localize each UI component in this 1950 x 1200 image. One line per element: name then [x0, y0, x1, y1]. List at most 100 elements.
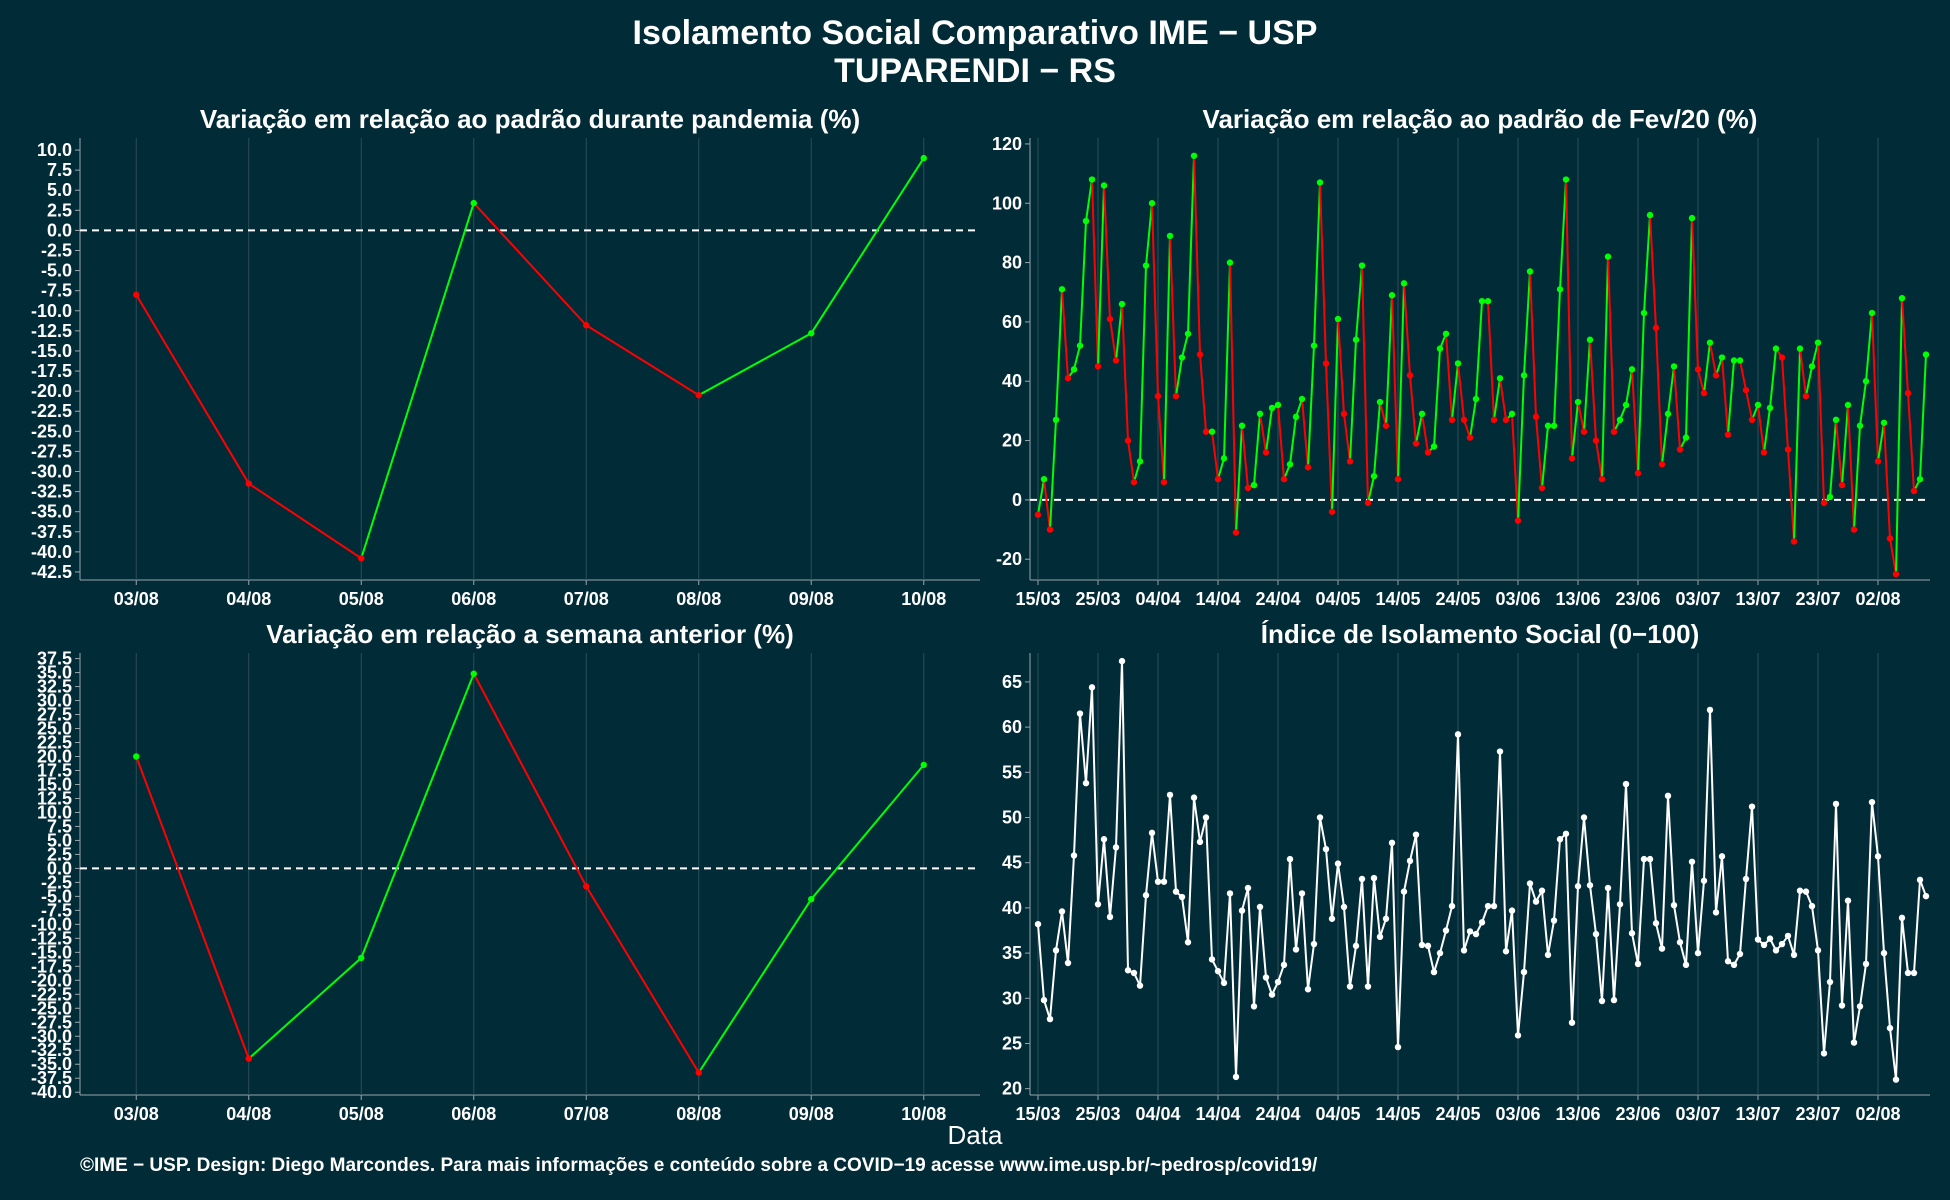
data-point	[1292, 946, 1300, 953]
data-point	[1112, 844, 1120, 851]
data-point	[920, 154, 927, 162]
data-point	[1706, 339, 1714, 346]
series-segment	[1205, 817, 1213, 960]
data-point	[358, 954, 365, 962]
data-point	[1790, 538, 1798, 545]
series-segment	[697, 898, 813, 1074]
series-segment	[1307, 345, 1315, 468]
y-tick-label: 7.5	[47, 160, 72, 180]
x-tick-label: 04/05	[1315, 1104, 1360, 1124]
y-tick-label: 60	[1002, 717, 1022, 737]
panel-4: Índice de Isolamento Social (0−100) 65 60 5…	[1002, 619, 1930, 1124]
series-segment	[1259, 413, 1267, 453]
data-point	[1172, 888, 1180, 895]
data-point	[1424, 449, 1432, 456]
data-point	[1184, 330, 1192, 337]
series-segment	[1871, 802, 1879, 857]
data-point	[1694, 949, 1702, 957]
data-point	[1610, 428, 1618, 435]
series-segment	[1889, 538, 1897, 575]
y-tick-label: 20.0	[37, 747, 72, 767]
x-tick-label: 13/06	[1555, 589, 1600, 609]
series-segment	[1595, 934, 1603, 1002]
data-point	[1562, 176, 1570, 183]
footer-credit: ©IME − USP. Design: Diego Marcondes. Par…	[80, 1155, 1318, 1176]
data-point	[1352, 336, 1360, 343]
series-segment	[1283, 859, 1291, 965]
series-segment	[1799, 348, 1807, 397]
data-point	[1076, 342, 1084, 349]
series-segment	[1349, 945, 1357, 987]
x-tick-label: 14/05	[1375, 589, 1420, 609]
x-tick-label: 02/08	[1855, 589, 1900, 609]
data-point	[1808, 363, 1816, 370]
series-segment	[1901, 917, 1909, 974]
y-tick-label: 60	[1002, 312, 1022, 332]
series-segment	[1223, 893, 1231, 983]
x-tick-label: 10/08	[901, 1104, 946, 1124]
x-tick-label: 04/08	[226, 589, 271, 609]
series-segment	[1223, 262, 1231, 459]
data-point	[1526, 880, 1534, 887]
data-point	[1730, 961, 1738, 969]
data-point	[1526, 268, 1534, 275]
y-tick-label: -17.5	[31, 956, 72, 976]
x-tick-label: 03/06	[1495, 589, 1540, 609]
series-segment	[1259, 906, 1267, 978]
series-segment	[1301, 398, 1309, 468]
data-point	[1484, 902, 1492, 910]
x-tick-label: 05/08	[339, 1104, 384, 1124]
data-point	[1406, 857, 1414, 865]
series-segment	[1577, 401, 1585, 432]
data-point	[1622, 401, 1630, 409]
data-point	[1208, 428, 1216, 435]
y-tick-label: -25.0	[31, 421, 72, 441]
series-segment	[1247, 887, 1255, 1007]
series-segment	[1433, 952, 1441, 973]
series-segment	[1883, 953, 1891, 1029]
series-segment	[1151, 832, 1159, 882]
data-point	[1244, 484, 1252, 492]
series-segment	[1517, 971, 1525, 1036]
data-point	[1352, 942, 1360, 950]
series-segment	[1643, 215, 1651, 314]
x-tick-label: 08/08	[676, 589, 721, 609]
data-point	[1802, 888, 1810, 895]
series-segment	[1385, 842, 1393, 919]
data-point	[1502, 948, 1510, 955]
x-tick-label: 24/05	[1435, 1104, 1480, 1124]
series-segment	[1475, 301, 1483, 400]
series-segment	[1319, 817, 1327, 850]
x-tick-label: 04/04	[1135, 589, 1180, 609]
series-segment	[1823, 981, 1831, 1054]
data-point	[1850, 526, 1858, 533]
series-segment	[1865, 802, 1873, 964]
series-segment	[1571, 401, 1579, 459]
y-tick-label: 30	[1002, 988, 1022, 1008]
data-point	[1892, 570, 1900, 578]
series-segment	[1199, 817, 1207, 843]
series-segment	[1337, 863, 1345, 908]
data-point	[1250, 1003, 1258, 1010]
data-point	[1736, 950, 1744, 958]
series-segment	[1667, 795, 1675, 906]
series-segment	[1787, 449, 1795, 542]
data-point	[1172, 392, 1180, 400]
y-tick-label: -7.5	[41, 281, 72, 301]
series-segment	[1229, 893, 1237, 1077]
series-segment	[473, 202, 587, 326]
data-point	[1742, 875, 1750, 883]
data-point	[1856, 1003, 1864, 1010]
data-point	[1862, 378, 1870, 385]
series-segment	[1103, 185, 1111, 319]
y-tick-label: -22.5	[31, 984, 72, 1004]
data-point	[1070, 366, 1078, 373]
x-tick-label: 23/07	[1795, 589, 1840, 609]
data-point	[1034, 511, 1042, 518]
y-tick-label: 2.5	[47, 200, 72, 220]
y-tick-label: -15.0	[31, 341, 72, 361]
data-point	[1670, 363, 1678, 370]
series-segment	[1637, 312, 1645, 474]
data-point	[1574, 398, 1582, 406]
series-segment	[1679, 941, 1687, 966]
